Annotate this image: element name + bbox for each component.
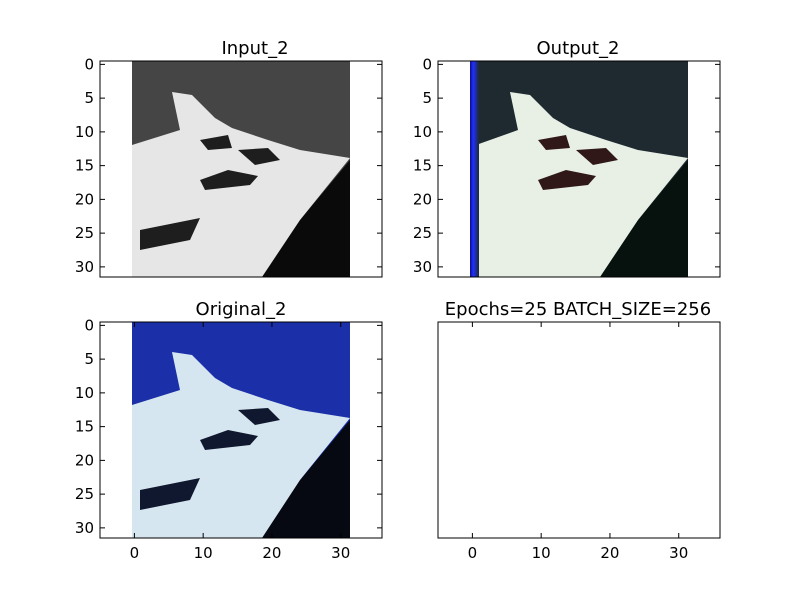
y-tick-label: 30	[75, 258, 94, 276]
y-tick-label: 20	[413, 190, 432, 208]
image-boat-shadow	[200, 135, 232, 150]
x-tick-label: 10	[194, 544, 213, 562]
input-image	[132, 61, 350, 277]
subplot-original: Original_2 0 5 10 15 20 25 30 0 10 20 30	[75, 299, 383, 562]
y-tick-label: 10	[75, 384, 94, 402]
subplot-output: Output_2 0 5 10 15 20 25 30	[413, 38, 721, 278]
x-tick-label: 20	[600, 544, 619, 562]
subplot-title: Input_2	[221, 38, 288, 59]
x-tick-label: 10	[532, 544, 551, 562]
x-tick-label: 0	[130, 544, 140, 562]
image-boat-shadow	[200, 430, 258, 450]
y-tick-label: 30	[413, 258, 432, 276]
axes-frame	[99, 321, 383, 539]
image-boat-shadow	[238, 408, 280, 425]
subplot-title: Output_2	[537, 38, 620, 59]
subplot-title: Original_2	[196, 299, 287, 320]
subplot-input: Input_2 0 5 10 15 20 25 30	[75, 38, 383, 278]
image-left-edge	[470, 61, 479, 277]
original-image	[132, 322, 350, 538]
image-boat-shadow	[538, 135, 570, 150]
y-tick-label: 0	[84, 316, 94, 334]
image-boat-shadow	[538, 170, 596, 190]
y-ticks: 0 5 10 15 20 25 30	[75, 316, 382, 537]
x-ticks: 0 10 20 30	[130, 322, 350, 562]
y-tick-label: 25	[75, 224, 94, 242]
y-tick-label: 5	[422, 89, 432, 107]
x-tick-label: 20	[262, 544, 281, 562]
y-tick-label: 0	[422, 55, 432, 73]
x-ticks: 0 10 20 30	[468, 322, 688, 562]
image-boat-shadow	[140, 218, 200, 250]
image-boat-shadow	[238, 148, 280, 165]
y-tick-label: 15	[75, 157, 94, 175]
y-ticks: 0 5 10 15 20 25 30	[75, 55, 382, 276]
y-tick-label: 30	[75, 519, 94, 537]
axes-frame	[437, 321, 721, 539]
y-tick-label: 5	[84, 350, 94, 368]
image-boat-shadow	[140, 478, 200, 510]
y-tick-label: 20	[75, 451, 94, 469]
axes-frame	[99, 60, 383, 278]
y-tick-label: 25	[75, 485, 94, 503]
x-tick-label: 0	[468, 544, 478, 562]
y-tick-label: 5	[84, 89, 94, 107]
subplot-title: Epochs=25 BATCH_SIZE=256	[445, 299, 711, 320]
x-tick-label: 30	[331, 544, 350, 562]
y-tick-label: 10	[75, 123, 94, 141]
output-image	[470, 61, 688, 277]
y-tick-label: 25	[413, 224, 432, 242]
y-tick-label: 15	[413, 157, 432, 175]
image-boat-shadow	[576, 148, 618, 165]
x-tick-label: 30	[669, 544, 688, 562]
y-tick-label: 0	[84, 55, 94, 73]
image-boat-shadow	[200, 170, 258, 190]
axes-frame	[437, 60, 721, 278]
subplot-settings: Epochs=25 BATCH_SIZE=256 0 10 20 30	[437, 299, 721, 562]
y-tick-label: 10	[413, 123, 432, 141]
y-tick-label: 15	[75, 418, 94, 436]
y-ticks: 0 5 10 15 20 25 30	[413, 55, 720, 276]
y-tick-label: 20	[75, 190, 94, 208]
